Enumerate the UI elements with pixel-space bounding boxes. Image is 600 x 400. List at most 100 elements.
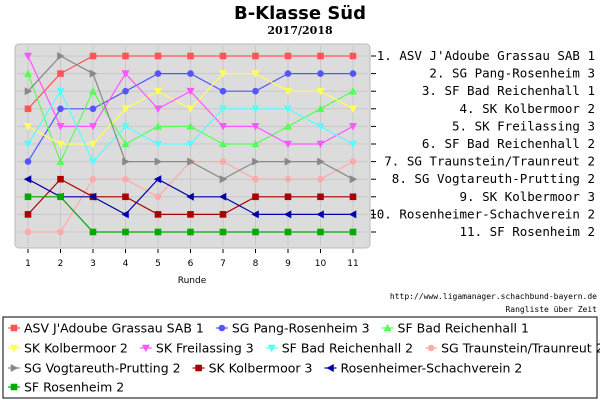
data-point [24,158,32,165]
data-point [24,105,32,113]
series [24,52,357,113]
rank-label: 8. SG Vogtareuth-Prutting 2 [392,171,595,186]
data-point [316,140,325,149]
data-point [316,104,325,113]
data-point [23,123,33,131]
data-point [349,70,357,77]
data-point [121,210,129,219]
data-point [252,228,259,236]
data-point [219,52,227,60]
x-tick-label: 10 [315,259,327,269]
data-point [57,228,64,236]
data-point [154,52,162,60]
data-point [57,175,64,183]
legend-marker [9,344,19,353]
data-point [317,228,324,236]
data-point [317,70,324,77]
series [24,193,357,236]
rank-label: 5. SK Freilassing 3 [452,118,595,133]
data-point [154,211,162,218]
legend-item: SK Kolbermoor 3 [192,361,313,376]
legend-label: SK Kolbermoor 2 [24,341,128,356]
legend-marker [427,344,435,352]
data-point [89,228,97,236]
data-point [219,228,227,236]
legend-item: Rosenheimer-Schachverein 2 [324,361,522,376]
data-point [219,87,227,95]
data-point [316,210,324,219]
x-tick-label: 3 [90,259,96,269]
data-point [251,123,260,131]
data-point [284,175,292,183]
data-point [251,70,260,78]
data-point [284,157,293,166]
chart-title: B-Klasse Süd [234,3,366,24]
data-point [56,123,65,131]
data-point [218,192,227,201]
legend-label: ASV J'Adoube Grassau SAB 1 [24,321,204,336]
legend-item: SF Bad Reichenhall 1 [381,321,529,336]
data-point [283,140,293,149]
data-point [349,158,357,165]
legend-item: SG Pang-Rosenheim 3 [215,321,370,336]
data-point [88,158,98,166]
data-point [23,69,33,77]
series [23,52,358,149]
data-point [251,105,260,113]
legend-item: SF Rosenheim 2 [8,380,124,395]
rank-label: 9. SK Kolbermoor 3 [460,189,595,204]
series [23,175,357,219]
legend-marker [218,324,226,332]
legend-label: SK Kolbermoor 3 [209,361,313,376]
data-point [348,140,358,149]
x-tick-label: 5 [155,259,161,269]
data-point [57,193,64,201]
x-tick-label: 9 [285,259,291,269]
data-point [89,69,98,78]
legend-marker [10,363,19,373]
legend-item: SK Kolbermoor 2 [8,341,128,356]
x-tick-label: 7 [220,259,226,269]
data-point [283,105,293,113]
data-point [284,52,292,60]
data-point [121,70,130,78]
rank-label: 11. SF Rosenheim 2 [460,224,595,239]
series [24,175,357,218]
legend-label: SG Vogtareuth-Prutting 2 [24,361,181,376]
legend-marker [10,324,18,332]
legend-label: Rosenheimer-Schachverein 2 [340,361,522,376]
legend-marker [195,364,202,372]
data-point [121,123,130,131]
data-point [57,51,65,61]
data-point [317,157,325,166]
data-point [57,70,64,77]
data-point [187,157,195,166]
data-point [284,70,292,77]
data-point [57,105,64,113]
x-tick-label: 1 [25,259,31,269]
x-tick-label: 4 [123,259,129,269]
legend-item: SF Bad Reichenhall 2 [265,341,413,356]
series-layer [23,51,358,236]
data-point [24,193,32,201]
legend-label: SK Freilassing 3 [156,341,254,356]
data-point [252,52,259,60]
data-point [348,210,357,219]
data-point [122,87,129,95]
rank-labels: 1. ASV J'Adoube Grassau SAB 1 2. SG Pang-… [369,48,595,239]
series [23,69,358,165]
rank-label: 6. SF Bad Reichenhall 2 [422,136,595,151]
legend-item: SG Traunstein/Traunreut 2 [425,341,600,356]
data-point [251,139,260,148]
data-point [153,140,163,149]
series [23,87,358,166]
data-point [187,70,194,77]
x-axis-label: Runde [178,276,207,286]
x-tick-label: 8 [253,259,259,269]
chart-subtitle: 2017/2018 [267,24,333,37]
data-point [187,211,194,218]
data-point [187,52,194,60]
rank-label: 2. SG Pang-Rosenheim 3 [429,66,595,81]
data-point [88,140,98,149]
series [24,51,358,184]
